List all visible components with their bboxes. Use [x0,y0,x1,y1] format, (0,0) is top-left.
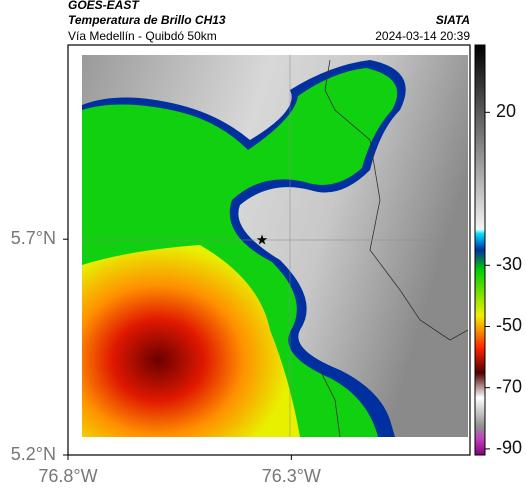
map-image: ★ [82,55,469,438]
y-tick-label: 5.2°N [11,444,56,464]
svg-text:★: ★ [256,232,269,248]
colorbar [474,44,486,456]
datetime: 2024-03-14 20:39 [375,29,470,43]
x-tick-label: 76.3°W [262,466,321,486]
x-tick-label: 76.8°W [38,466,97,486]
region: Vía Medellín - Quibdó 50km [68,29,217,43]
colorbar-tick-label: -70 [496,376,522,396]
y-tick-label: 5.7°N [11,228,56,248]
colorbar-tick-label: -30 [496,254,522,274]
subtitle: Temperatura de Brillo CH13 [68,13,226,27]
ticks: 76.8°W 76.3°W 5.2°N 5.7°N 20 -30 -50 -70 -90 [11,101,522,486]
source: SIATA [436,13,470,27]
colorbar-tick-label: -90 [496,438,522,458]
map-frame [67,44,471,456]
colorbar-tick-label: -50 [496,315,522,335]
title: GOES-EAST [68,0,140,12]
colorbar-tick-label: 20 [496,101,516,121]
